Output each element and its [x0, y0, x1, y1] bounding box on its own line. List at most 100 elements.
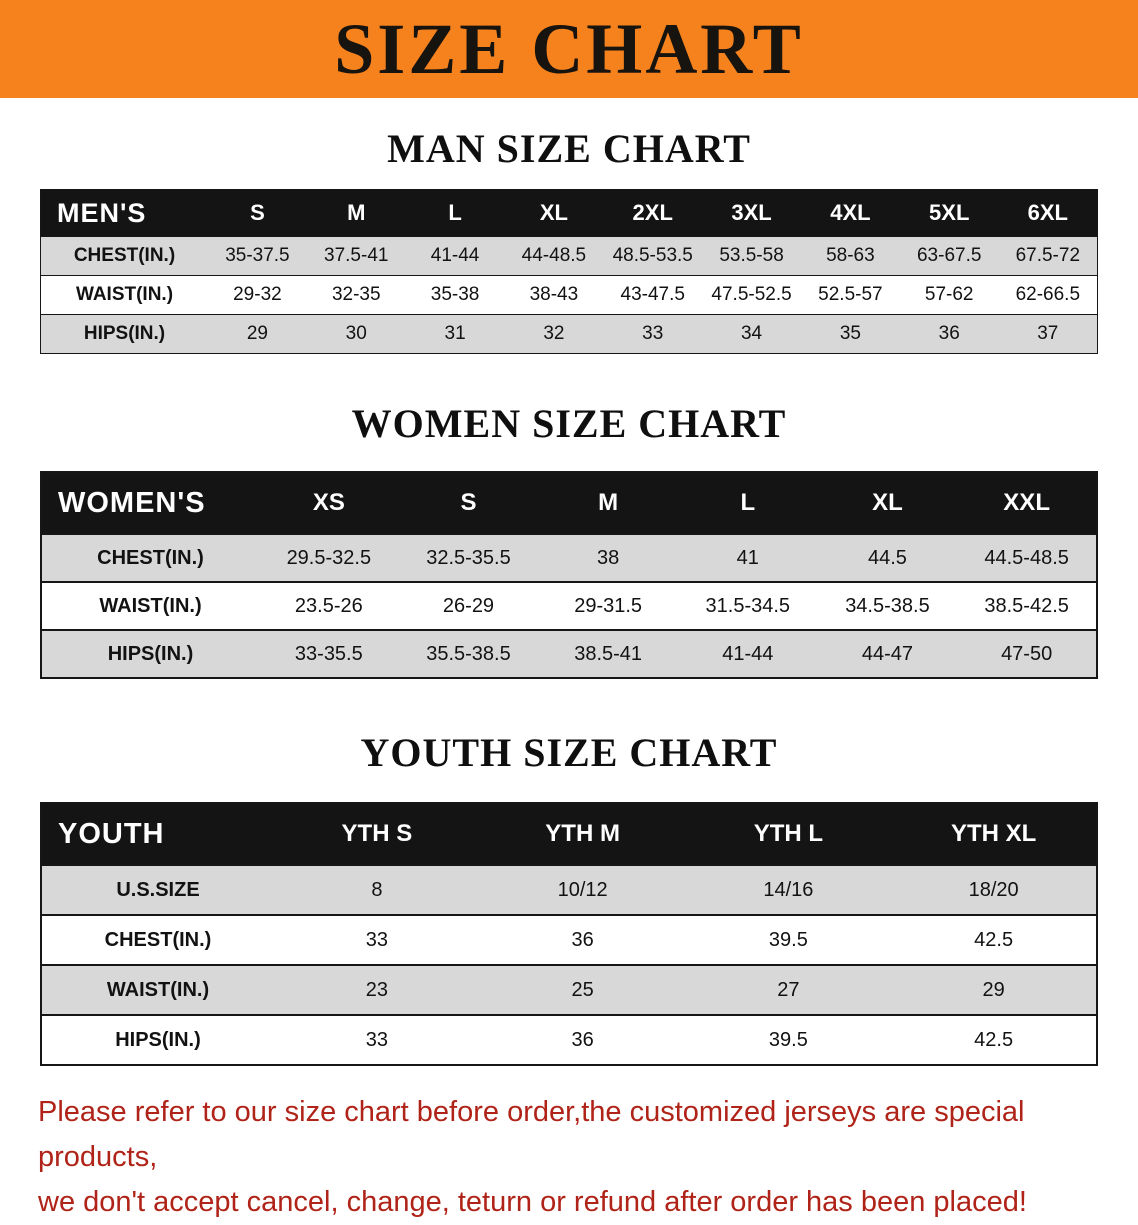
size-cell: 29 [982, 978, 1005, 1001]
size-cell: 23 [365, 978, 388, 1001]
table-title-mens: MEN'S [40, 189, 208, 237]
size-cell: 27 [777, 978, 800, 1001]
size-cell: 38.5-42.5 [984, 594, 1069, 617]
section-heading-womens: WOMEN SIZE CHART [351, 401, 787, 446]
size-cell: 29 [246, 323, 268, 344]
size-cell: 23.5-26 [294, 594, 363, 617]
size-cell: 37 [1037, 323, 1059, 344]
table-row: CHEST(IN.) 29.5-32.5 32.5-35.5 38 41 44.5 44.5… [41, 534, 1097, 582]
row-label: CHEST(IN.) [73, 245, 176, 266]
size-cell: 47-50 [1001, 642, 1053, 665]
size-cell: 42.5 [974, 928, 1014, 951]
size-cell: 62-66.5 [1015, 284, 1081, 305]
size-cell: 39.5 [768, 1028, 808, 1051]
size-cell: 18/20 [968, 878, 1019, 901]
disclaimer-line-1: Please refer to our size chart before or… [38, 1096, 1025, 1173]
size-table-youth: YOUTH YTH S YTH M YTH L YTH XL U.S.SIZE 8 10/12… [40, 802, 1098, 1066]
size-cell: 34.5-38.5 [845, 594, 930, 617]
size-cell: 38.5-41 [574, 642, 643, 665]
column-header: M [306, 189, 406, 237]
header-row: WOMEN'S XS S M L XL XXL [41, 472, 1097, 534]
disclaimer-note: Please refer to our size chart before or… [0, 1090, 1138, 1225]
sections-container: MAN SIZE CHART MEN'S S M L XL 2XL 3XL 4XL 5XL 6XL C… [0, 125, 1138, 1066]
size-cell: 48.5-53.5 [612, 245, 693, 266]
size-cell: 36 [571, 1028, 594, 1051]
table-title-womens: WOMEN'S [41, 472, 259, 534]
table-row: WAIST(IN.) 23.5-26 26-29 29-31.5 31.5-34.5 34… [41, 582, 1097, 630]
row-label: CHEST(IN.) [104, 928, 212, 951]
column-header: 4XL [800, 189, 900, 237]
column-header: S [208, 189, 307, 237]
size-cell: 38-43 [529, 284, 579, 305]
size-cell: 42.5 [974, 1028, 1014, 1051]
size-cell: 44.5-48.5 [984, 546, 1069, 569]
row-label: WAIST(IN.) [75, 284, 174, 305]
size-table-mens: MEN'S S M L XL 2XL 3XL 4XL 5XL 6XL CHEST(IN.) 35-37… [40, 189, 1098, 354]
column-header: XXL [957, 472, 1097, 534]
size-cell: 32 [543, 323, 565, 344]
size-cell: 43-47.5 [620, 284, 685, 305]
size-cell: 35 [839, 323, 861, 344]
size-cell: 32.5-35.5 [426, 546, 511, 569]
size-cell: 14/16 [763, 878, 814, 901]
size-cell: 29-32 [233, 284, 282, 305]
row-label: HIPS(IN.) [107, 642, 194, 665]
size-cell: 41-44 [722, 642, 774, 665]
table-row: HIPS(IN.) 33 36 39.5 42.5 [41, 1015, 1097, 1065]
size-cell: 57-62 [924, 284, 974, 305]
column-header: 6XL [998, 189, 1098, 237]
size-cell: 10/12 [557, 878, 608, 901]
section-youth: YOUTH SIZE CHART YOUTH YTH S YTH M YTH L YTH … [0, 729, 1138, 1066]
column-header: YTH M [479, 803, 686, 865]
size-cell: 67.5-72 [1015, 245, 1081, 266]
column-header: M [538, 472, 678, 534]
size-cell: 44-48.5 [521, 245, 587, 266]
size-cell: 41 [736, 546, 759, 569]
title-banner: SIZE CHART [0, 0, 1138, 98]
size-cell: 39.5 [768, 928, 808, 951]
size-cell: 41-44 [430, 245, 480, 266]
size-cell: 38 [597, 546, 620, 569]
column-header: L [677, 472, 818, 534]
size-cell: 30 [345, 323, 367, 344]
size-cell: 33-35.5 [294, 642, 363, 665]
column-header: YTH S [274, 803, 480, 865]
size-cell: 33 [642, 323, 664, 344]
size-cell: 8 [371, 878, 383, 901]
table-title-youth: YOUTH [41, 803, 274, 865]
size-cell: 35-38 [430, 284, 480, 305]
column-header: 2XL [603, 189, 703, 237]
table-row: HIPS(IN.) 33-35.5 35.5-38.5 38.5-41 41-44 44-… [41, 630, 1097, 678]
row-label: CHEST(IN.) [97, 546, 204, 569]
section-mens: MAN SIZE CHART MEN'S S M L XL 2XL 3XL 4XL 5XL 6XL C… [0, 125, 1138, 354]
size-cell: 25 [571, 978, 594, 1001]
disclaimer-line-2: we don't accept cancel, change, teturn o… [38, 1185, 1027, 1218]
row-label: WAIST(IN.) [99, 594, 202, 617]
size-cell: 29.5-32.5 [286, 546, 372, 569]
size-cell: 47.5-52.5 [711, 284, 792, 305]
size-cell: 53.5-58 [719, 245, 784, 266]
size-cell: 31 [444, 323, 466, 344]
size-cell: 35.5-38.5 [426, 642, 511, 665]
size-cell: 52.5-57 [818, 284, 883, 305]
size-cell: 37.5-41 [324, 245, 389, 266]
size-cell: 35-37.5 [225, 245, 290, 266]
table-row: CHEST(IN.) 35-37.5 37.5-41 41-44 44-48.5 48.5… [40, 236, 1098, 276]
header-row: YOUTH YTH S YTH M YTH L YTH XL [41, 803, 1097, 865]
size-cell: 31.5-34.5 [705, 594, 791, 617]
column-header: 3XL [702, 189, 801, 237]
size-cell: 63-67.5 [916, 245, 982, 266]
size-table-womens: WOMEN'S XS S M L XL XXL CHEST(IN.) 29.5-32.5 32.5… [40, 471, 1098, 679]
size-cell: 44-47 [861, 642, 914, 665]
column-header: L [405, 189, 505, 237]
table-row: HIPS(IN.) 29 30 31 32 33 34 35 36 37 [40, 314, 1098, 354]
table-row: CHEST(IN.) 33 36 39.5 42.5 [41, 915, 1097, 965]
size-cell: 36 [571, 928, 594, 951]
table-row: WAIST(IN.) 23 25 27 29 [41, 965, 1097, 1015]
column-header: 5XL [899, 189, 999, 237]
page-title: SIZE CHART [334, 9, 804, 89]
size-cell: 34 [740, 323, 763, 344]
row-label: HIPS(IN.) [115, 1028, 201, 1051]
column-header: S [398, 472, 539, 534]
header-row: MEN'S S M L XL 2XL 3XL 4XL 5XL 6XL [40, 189, 1098, 237]
